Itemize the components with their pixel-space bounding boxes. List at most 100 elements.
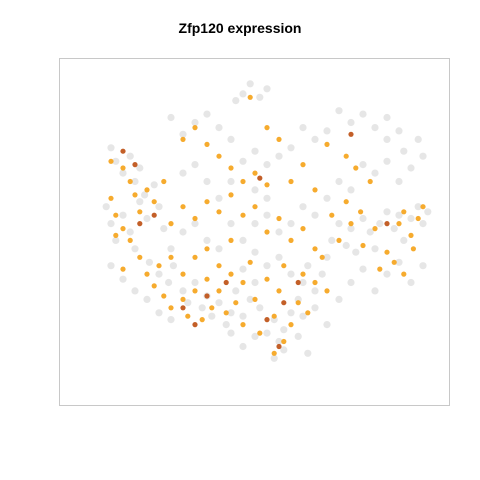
high-expressing-cell-point bbox=[264, 317, 270, 323]
background-cells-layer bbox=[102, 80, 432, 362]
expressing-cell-point bbox=[192, 125, 198, 131]
expressing-cell-point bbox=[168, 221, 174, 227]
background-cell-point bbox=[263, 85, 271, 93]
background-cell-point bbox=[275, 253, 283, 261]
expressing-cell-point bbox=[264, 182, 270, 188]
background-cell-point bbox=[376, 220, 384, 228]
expressing-cell-point bbox=[216, 209, 222, 215]
background-cell-point bbox=[347, 225, 355, 233]
background-cell-point bbox=[294, 332, 302, 340]
background-cell-point bbox=[347, 118, 355, 127]
expressing-cell-point bbox=[240, 322, 246, 328]
expressing-cell-point bbox=[276, 215, 282, 222]
expressing-cell-point bbox=[204, 141, 210, 147]
background-cell-point bbox=[131, 287, 139, 295]
expressing-cell-point bbox=[367, 178, 373, 185]
expressing-cell-point bbox=[127, 237, 133, 243]
background-cell-point bbox=[191, 118, 199, 127]
expressing-cell-point bbox=[329, 212, 335, 218]
expressing-cell-point bbox=[288, 322, 294, 328]
background-cell-point bbox=[359, 110, 367, 118]
background-cell-point bbox=[287, 309, 295, 317]
background-cell-point bbox=[287, 270, 295, 278]
expressing-cell-point bbox=[276, 288, 282, 294]
background-cell-point bbox=[136, 164, 144, 172]
expressing-cell-point bbox=[151, 283, 157, 289]
expressing-cell-point bbox=[271, 313, 277, 319]
expressing-cell-point bbox=[156, 263, 162, 269]
background-cell-point bbox=[246, 80, 254, 88]
expressing-cell-point bbox=[192, 288, 198, 294]
expressing-cell-point bbox=[288, 237, 294, 243]
expressing-cell-point bbox=[312, 246, 318, 252]
high-expressing-cells-layer bbox=[120, 131, 390, 350]
background-cell-point bbox=[167, 113, 175, 122]
expressing-cell-point bbox=[408, 232, 414, 238]
expressing-cell-point bbox=[312, 187, 318, 193]
background-cell-point bbox=[304, 262, 312, 270]
expressing-cell-point bbox=[151, 199, 157, 205]
background-cell-point bbox=[215, 124, 223, 132]
expressing-cell-point bbox=[199, 317, 205, 323]
high-expressing-cell-point bbox=[132, 162, 138, 168]
expressing-cell-point bbox=[228, 192, 234, 198]
background-cell-point bbox=[239, 342, 247, 351]
expressing-cell-point bbox=[396, 221, 402, 227]
background-cell-point bbox=[107, 262, 115, 270]
background-cell-point bbox=[414, 135, 422, 143]
expressing-cell-point bbox=[415, 215, 421, 222]
background-cell-point bbox=[203, 236, 211, 244]
high-expressing-cell-point bbox=[223, 279, 229, 286]
expressing-cell-point bbox=[161, 178, 167, 185]
background-cell-point bbox=[126, 152, 134, 160]
high-expressing-cell-point bbox=[276, 343, 282, 350]
background-cell-point bbox=[323, 194, 331, 202]
background-cell-point bbox=[311, 211, 319, 219]
background-cell-point bbox=[263, 262, 271, 270]
background-cell-point bbox=[215, 299, 223, 307]
high-expressing-cell-point bbox=[137, 221, 143, 227]
background-cell-point bbox=[342, 241, 350, 250]
background-cell-point bbox=[347, 186, 355, 194]
background-cell-point bbox=[119, 169, 127, 177]
expressing-cell-point bbox=[257, 330, 263, 336]
background-cell-point bbox=[424, 208, 432, 216]
expressing-cell-point bbox=[300, 226, 306, 232]
expressing-cell-point bbox=[319, 254, 325, 260]
background-cell-point bbox=[383, 208, 391, 216]
background-cell-point bbox=[208, 312, 216, 320]
high-expressing-cell-point bbox=[204, 293, 210, 299]
background-cell-point bbox=[323, 253, 331, 261]
background-cell-point bbox=[239, 157, 247, 165]
expressing-cell-point bbox=[295, 300, 301, 306]
expressing-cell-point bbox=[192, 215, 198, 222]
expressing-cell-point bbox=[264, 125, 270, 131]
expressing-cell-point bbox=[401, 271, 407, 277]
background-cell-point bbox=[203, 110, 211, 118]
background-cell-point bbox=[256, 304, 264, 312]
background-cell-point bbox=[299, 124, 307, 132]
background-cell-point bbox=[215, 194, 223, 202]
high-expressing-cell-point bbox=[348, 131, 354, 137]
background-cell-point bbox=[287, 144, 295, 152]
background-cell-point bbox=[287, 220, 295, 228]
background-cell-point bbox=[141, 191, 149, 199]
background-cell-point bbox=[184, 299, 192, 307]
high-expressing-cell-point bbox=[120, 148, 126, 154]
expressing-cell-point bbox=[336, 237, 342, 243]
background-cell-point bbox=[407, 164, 415, 172]
expressing-cell-point bbox=[223, 310, 229, 316]
background-cell-point bbox=[395, 258, 403, 266]
background-cell-point bbox=[251, 278, 259, 287]
background-cell-point bbox=[347, 278, 355, 287]
background-cell-point bbox=[304, 349, 312, 357]
expressing-cell-point bbox=[180, 296, 186, 302]
expressing-cell-point bbox=[312, 279, 318, 286]
background-cell-point bbox=[366, 228, 374, 236]
expressing-cell-point bbox=[391, 259, 397, 265]
background-cell-point bbox=[263, 161, 271, 169]
expressing-cell-point bbox=[180, 136, 186, 142]
expressing-cell-point bbox=[228, 271, 234, 277]
background-cell-point bbox=[107, 220, 115, 228]
expressing-cell-point bbox=[252, 170, 258, 176]
